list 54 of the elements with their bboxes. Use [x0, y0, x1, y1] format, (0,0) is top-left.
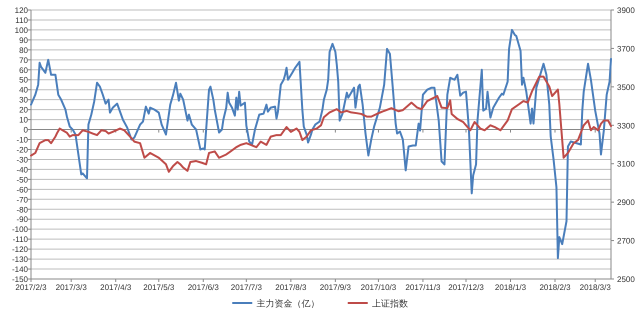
- y2tick: 3700: [617, 44, 635, 54]
- xtick: 2017/10/3: [360, 283, 396, 292]
- ytick: -10: [16, 136, 28, 145]
- ytick: -130: [12, 255, 28, 264]
- ytick: -40: [16, 165, 28, 174]
- ytick: 50: [19, 76, 28, 85]
- ytick: 120: [14, 6, 28, 15]
- ytick: 100: [14, 26, 28, 35]
- ytick: -140: [12, 265, 28, 274]
- ytick: -60: [16, 185, 28, 194]
- legend-label: 主力资金（亿）: [256, 298, 320, 308]
- ytick: 80: [19, 46, 28, 55]
- ytick: 90: [19, 36, 28, 45]
- y2tick: 3100: [617, 160, 635, 169]
- xtick: 2017/2/3: [15, 283, 47, 292]
- xtick: 2018/3/3: [580, 283, 611, 292]
- ytick: -120: [12, 245, 28, 254]
- ytick: -30: [16, 155, 28, 164]
- legend-label: 上证指数: [372, 298, 408, 308]
- xtick: 2017/8/3: [275, 283, 306, 292]
- xtick: 2017/5/3: [143, 283, 174, 292]
- xtick: 2017/7/3: [230, 283, 262, 292]
- ytick: 10: [19, 116, 28, 125]
- ytick: 30: [19, 96, 28, 105]
- ytick: -50: [16, 175, 28, 184]
- xtick: 2017/9/3: [320, 283, 351, 292]
- xtick: 2017/3/3: [56, 283, 87, 292]
- ytick: 0: [24, 126, 28, 135]
- ytick: -90: [16, 215, 28, 224]
- xtick: 2017/4/3: [100, 283, 132, 292]
- xtick: 2018/1/3: [494, 283, 526, 292]
- ytick: -110: [12, 235, 28, 244]
- ytick: -70: [16, 195, 28, 204]
- legend-item: 上证指数: [348, 298, 408, 308]
- y2tick: 3900: [617, 6, 635, 15]
- ytick: 20: [19, 106, 28, 115]
- y2tick: 3300: [617, 121, 635, 130]
- y2tick: 2900: [617, 198, 635, 208]
- y2tick: 2700: [617, 236, 635, 246]
- ytick: 40: [19, 86, 28, 95]
- ytick: 110: [15, 16, 28, 25]
- xtick: 2017/12/3: [448, 283, 484, 292]
- ytick: 60: [19, 66, 28, 75]
- xtick: 2017/11/3: [405, 283, 440, 292]
- y2tick: 3500: [617, 82, 635, 92]
- y2tick: 2500: [617, 275, 635, 284]
- ytick: -100: [12, 225, 28, 234]
- ytick: -150: [12, 275, 28, 284]
- xtick: 2017/6/3: [188, 283, 219, 292]
- ytick: 70: [19, 56, 28, 65]
- xtick: 2018/2/3: [539, 283, 571, 292]
- ytick: -20: [16, 145, 28, 154]
- ytick: -80: [16, 205, 28, 214]
- legend-item: 主力资金（亿）: [232, 298, 320, 308]
